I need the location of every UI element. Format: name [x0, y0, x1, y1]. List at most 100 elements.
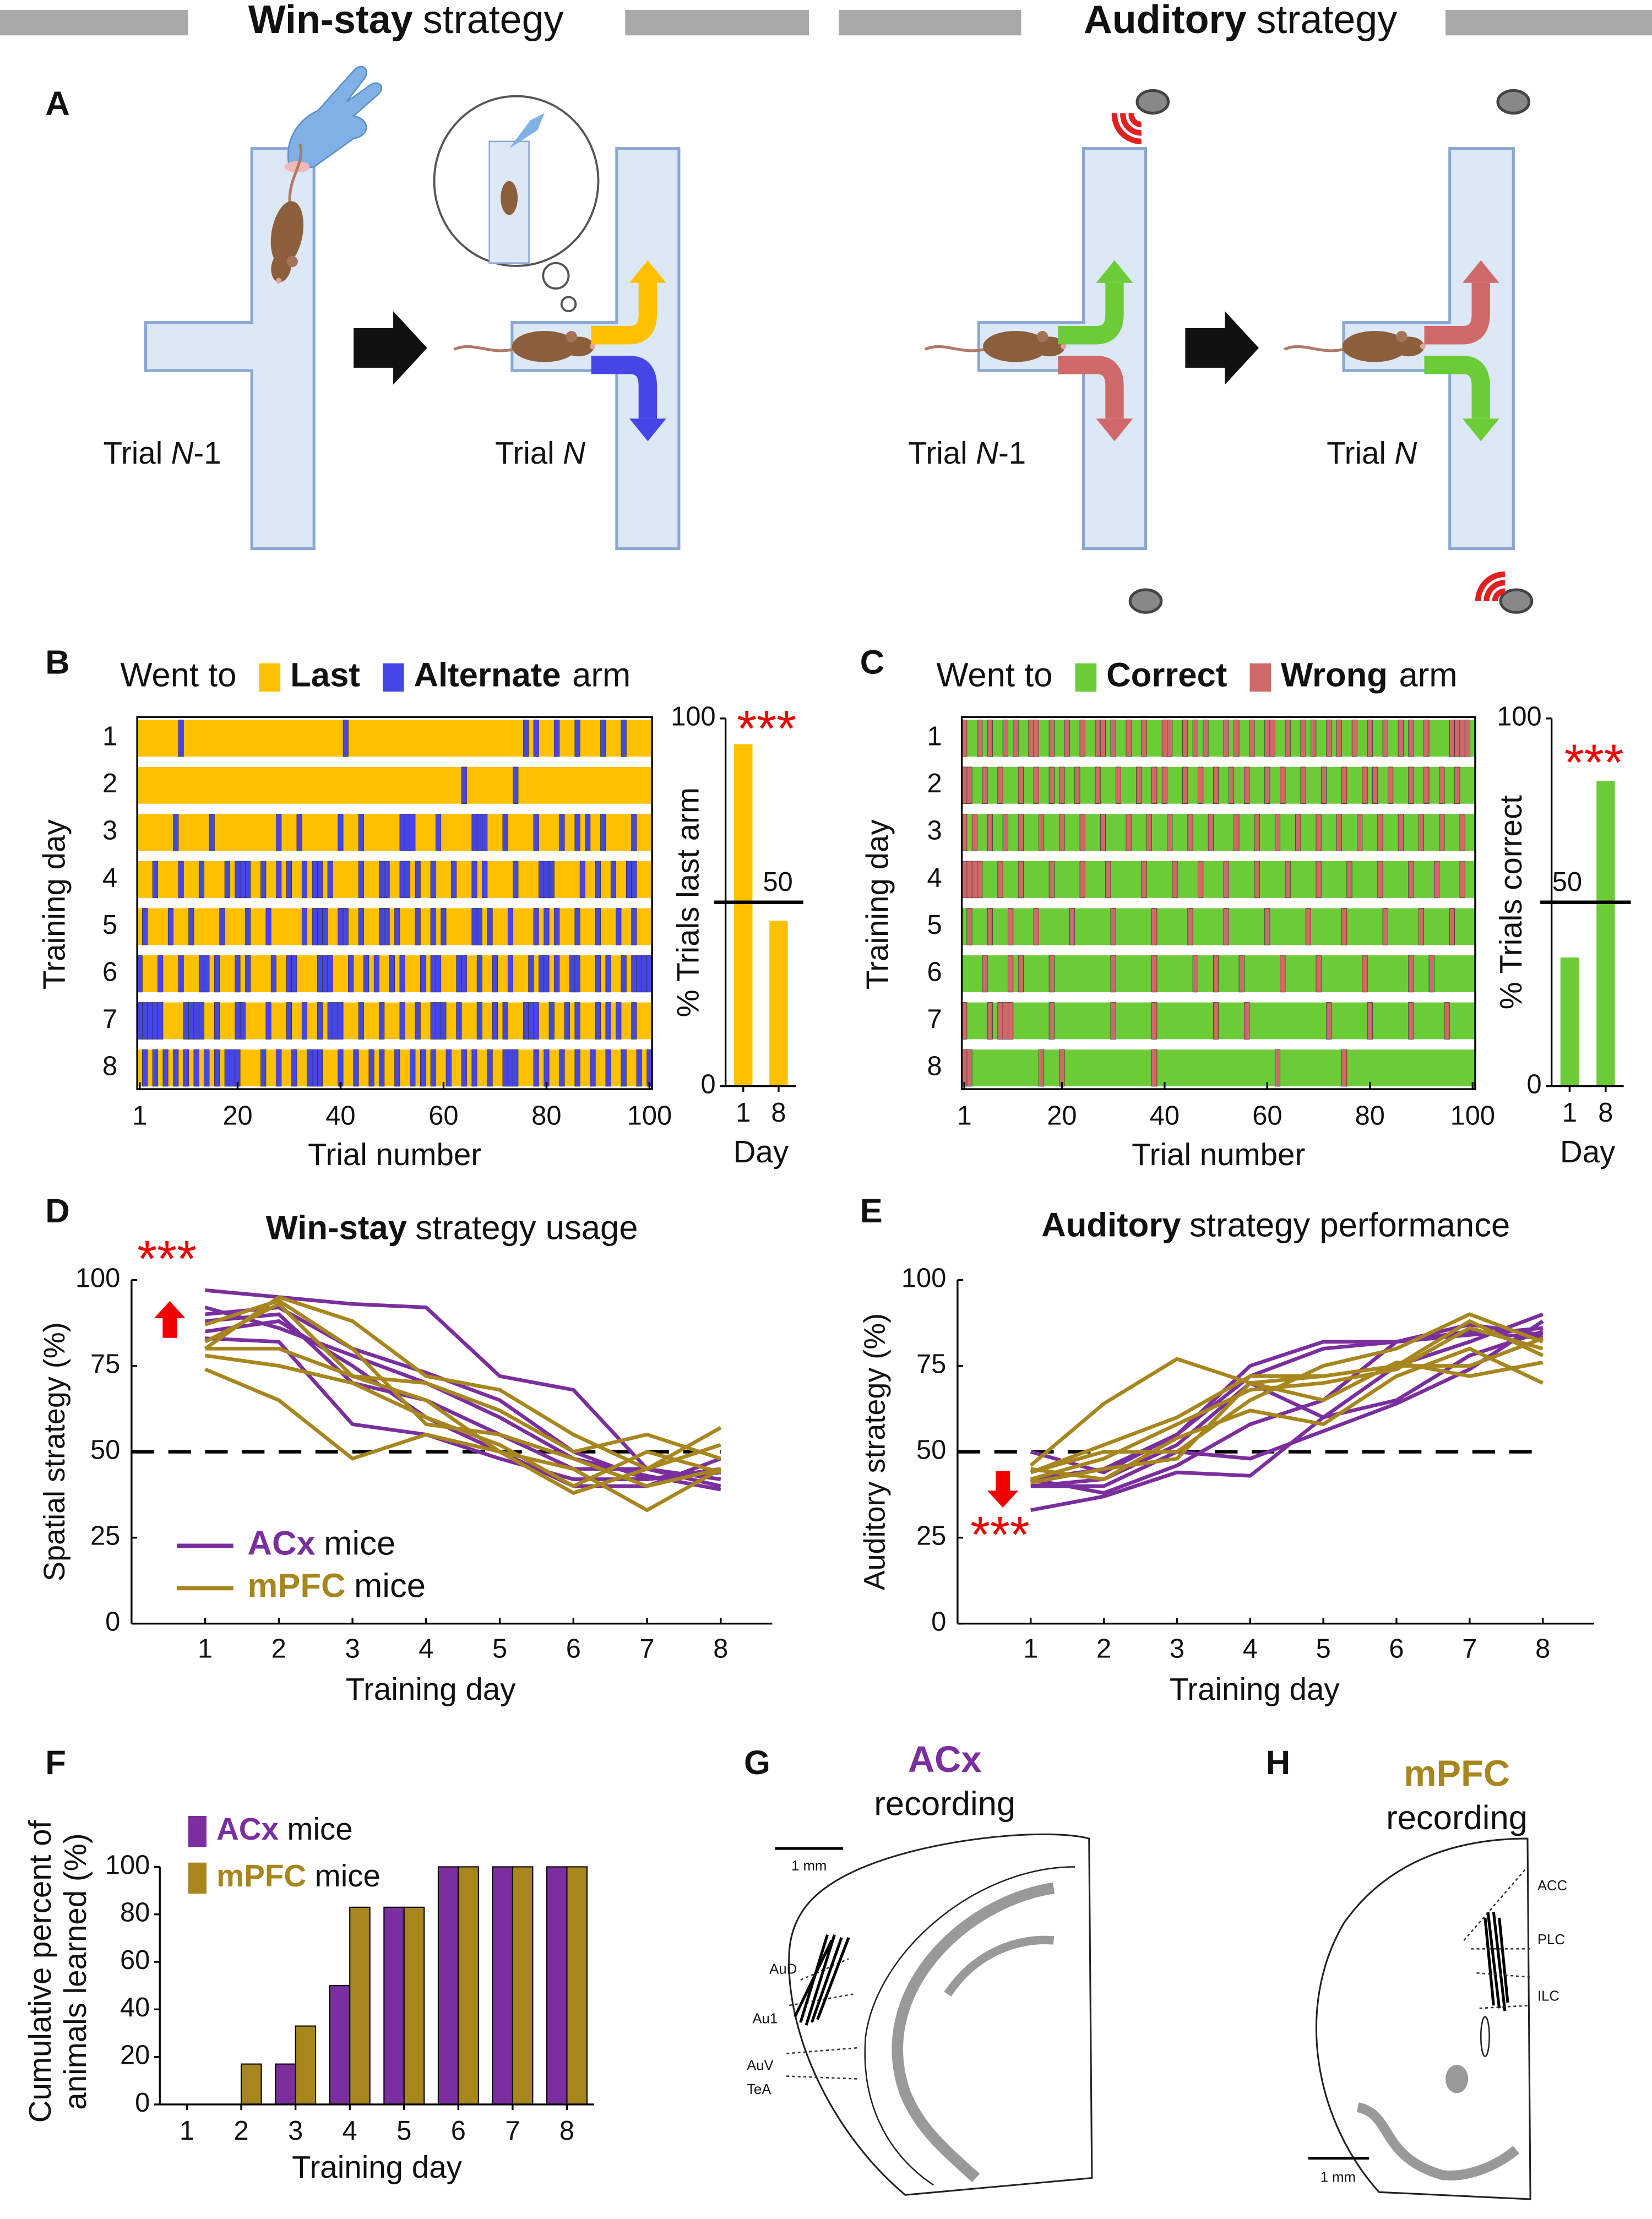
- trial-mark: [1033, 908, 1039, 945]
- trial-mark: [379, 1002, 385, 1040]
- trial-mark: [1326, 719, 1332, 757]
- trial-mark: [430, 861, 436, 899]
- trial-mark: [997, 1002, 1003, 1040]
- trial-mark: [312, 1049, 318, 1087]
- trial-mark: [1300, 766, 1306, 804]
- trial-mark: [1079, 814, 1085, 851]
- trial-mark: [1423, 719, 1430, 757]
- trial-mark: [971, 861, 977, 899]
- trial-mark: [404, 814, 411, 851]
- trial-mark: [528, 955, 534, 993]
- trial-mark: [1100, 719, 1106, 757]
- region-label: Au1: [752, 2011, 778, 2027]
- row-background: [961, 861, 1475, 898]
- trial-mark: [1398, 814, 1404, 851]
- panel-letter: F: [45, 1744, 66, 1782]
- trial-mark: [559, 1049, 565, 1087]
- trial-mark: [173, 1049, 179, 1087]
- trial-mark: [507, 908, 514, 945]
- trial-mark: [610, 861, 617, 899]
- trial-mark: [436, 955, 442, 993]
- x-tick-label: 1: [198, 1634, 213, 1663]
- electrodes: [794, 1934, 850, 2026]
- trial-mark: [307, 1049, 313, 1087]
- region-label: AuV: [747, 2058, 774, 2073]
- header-rest: strategy: [1256, 0, 1397, 42]
- trial-mark: [1064, 719, 1070, 757]
- trial-mark: [1002, 814, 1008, 851]
- x-axis-label: Day: [733, 1134, 789, 1169]
- trial-mark: [1418, 814, 1425, 851]
- trial-mark: [142, 1049, 148, 1087]
- x-tick-label: 5: [492, 1634, 507, 1663]
- trial-mark: [338, 908, 344, 945]
- legend-swatch: [188, 1862, 206, 1894]
- trial-mark: [1223, 861, 1229, 899]
- trial-mark: [987, 1002, 993, 1040]
- trial-mark: [1161, 766, 1167, 804]
- legend-text: arm: [572, 656, 631, 694]
- legend-name: mPFC: [216, 1858, 306, 1893]
- header-rest: strategy: [423, 0, 564, 42]
- trial-mark: [317, 908, 323, 945]
- trial-mark: [1018, 861, 1024, 899]
- trial-mark: [358, 814, 364, 851]
- trial-mark: [533, 814, 539, 851]
- trial-word: Trial: [104, 436, 163, 470]
- trial-mark: [1439, 766, 1445, 804]
- trial-mark: [157, 1002, 164, 1040]
- trial-mark: [358, 861, 364, 899]
- trial-mark: [265, 1002, 271, 1040]
- series-line: [205, 1319, 721, 1488]
- x-tick-label: 7: [505, 2116, 520, 2146]
- annotation-arrow: [154, 1301, 186, 1338]
- trial-mark: [631, 908, 637, 945]
- y-axis-label: animals learned (%): [58, 1833, 93, 2109]
- x-tick-label: 4: [419, 1634, 433, 1663]
- row-background: [137, 720, 653, 757]
- trial-mark: [348, 955, 354, 993]
- trial-mark: [384, 908, 390, 945]
- trial-mark: [451, 861, 457, 899]
- trial-mark: [1341, 766, 1347, 804]
- trial-mark: [966, 861, 972, 899]
- x-tick-label: 1: [132, 1101, 147, 1130]
- row-background: [961, 908, 1475, 945]
- trial-mark: [1208, 814, 1214, 851]
- trial-mark: [982, 955, 988, 993]
- trial-mark: [1249, 719, 1255, 757]
- trial-mark: [1223, 719, 1229, 757]
- trial-mark: [492, 1002, 498, 1040]
- trial-mark: [1454, 719, 1460, 757]
- y-tick-label: 5: [927, 910, 942, 940]
- trial-mark: [1008, 908, 1014, 945]
- trial-mark: [1013, 719, 1019, 757]
- brain-outline: [788, 1833, 1093, 2196]
- trial-mark: [286, 1002, 292, 1040]
- hippocampus: [892, 1882, 1055, 2183]
- header-bold: Auditory: [1084, 0, 1247, 42]
- y-tick-label: 80: [120, 1898, 150, 1928]
- trial-mark: [1382, 908, 1388, 945]
- trial-mark: [559, 814, 565, 851]
- y-tick-label: 1: [927, 722, 942, 752]
- trial-mark: [574, 814, 580, 851]
- legend-text: ACx mice: [216, 1812, 353, 1846]
- trial-mark: [971, 814, 977, 851]
- trial-mark: [507, 955, 514, 993]
- trial-mark: [1213, 1002, 1219, 1040]
- trial-mark: [1254, 861, 1260, 899]
- annotation: ***: [1564, 734, 1624, 791]
- x-tick-label: 1: [736, 1098, 751, 1128]
- trial-mark: [539, 861, 545, 899]
- speaker: [1499, 588, 1534, 614]
- trial-mark: [1316, 955, 1322, 993]
- trial-mark: [373, 955, 379, 993]
- y-tick-label: 0: [701, 1070, 716, 1100]
- white-matter: [1356, 2102, 1520, 2180]
- header-bold: Win-stay: [248, 0, 413, 42]
- trial-mark: [296, 814, 302, 851]
- trial-mark: [533, 719, 539, 757]
- trial-mark: [1151, 955, 1158, 993]
